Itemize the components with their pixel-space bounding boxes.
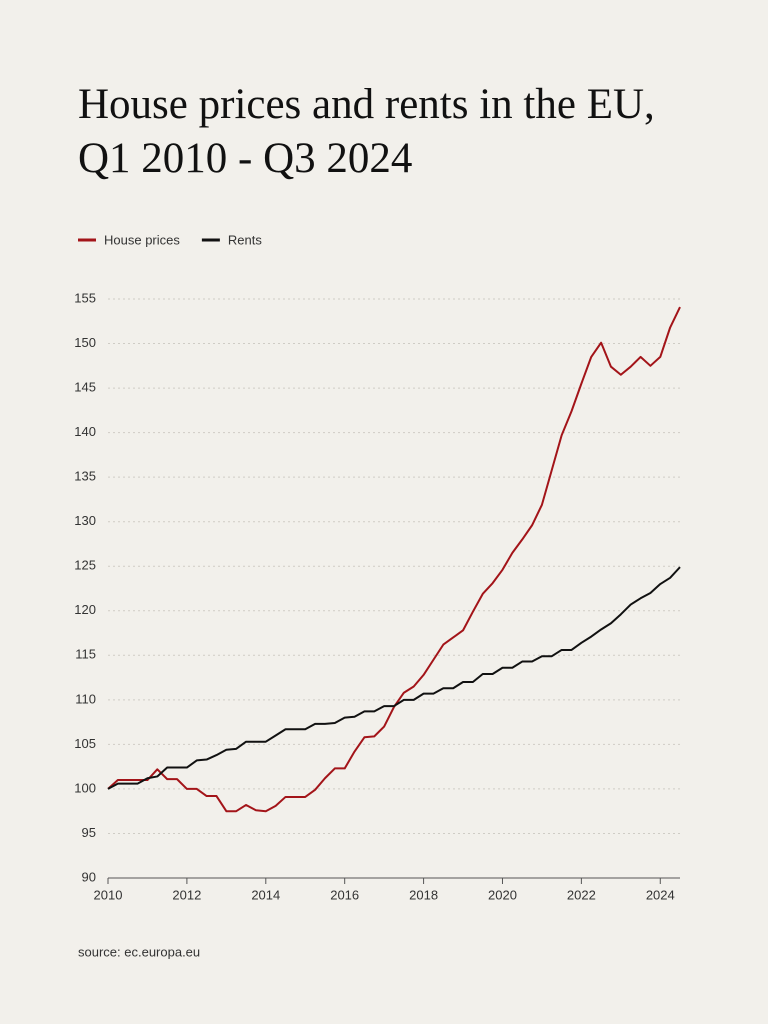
y-tick-label: 115 (75, 647, 96, 662)
x-tick-label: 2012 (172, 887, 201, 902)
y-tick-label: 150 (74, 335, 96, 350)
chart-title: House prices and rents in the EU, Q1 201… (78, 81, 655, 182)
x-tick-label: 2016 (330, 887, 359, 902)
y-tick-label: 155 (74, 290, 96, 305)
x-tick-label: 2018 (409, 887, 438, 902)
y-tick-label: 110 (75, 691, 96, 706)
y-tick-label: 145 (74, 380, 96, 395)
line-series (107, 566, 681, 790)
y-tick-label: 135 (74, 469, 96, 484)
line-series (107, 306, 681, 813)
x-tick-label: 2022 (567, 887, 596, 902)
legend-label: Rents (228, 232, 262, 247)
x-tick-label: 2024 (646, 887, 675, 902)
y-tick-label: 120 (74, 602, 96, 617)
y-tick-label: 105 (74, 736, 96, 751)
y-tick-label: 95 (82, 825, 96, 840)
x-tick-label: 2020 (488, 887, 517, 902)
y-tick-label: 125 (74, 558, 96, 573)
x-tick-label: 2014 (251, 887, 280, 902)
y-tick-label: 100 (74, 780, 96, 795)
y-tick-label: 140 (74, 424, 96, 439)
y-tick-label: 90 (82, 869, 96, 884)
y-tick-label: 130 (74, 513, 96, 528)
source-note: source: ec.europa.eu (78, 944, 200, 959)
legend-label: House prices (104, 232, 180, 247)
x-tick-label: 2010 (94, 887, 123, 902)
